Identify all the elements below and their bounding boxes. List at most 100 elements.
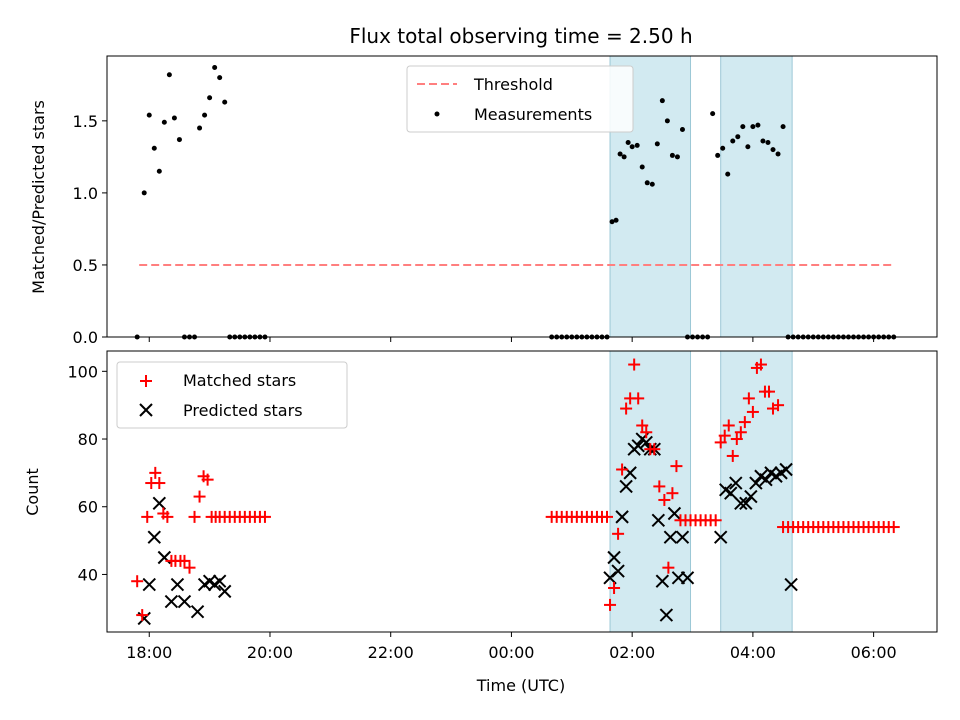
x-tick-label: 22:00 [368,643,414,662]
matched-point [722,419,735,432]
matched-point [662,561,675,574]
predicted-point [667,506,682,521]
measurement-point [780,124,786,130]
matched-point [746,405,759,418]
measurement-point [166,72,172,78]
top-y-axis: 0.0 0.5 1.0 1.5 [73,112,107,347]
measurement-point [141,190,147,196]
matched-point [738,416,751,429]
legend-measurements-label: Measurements [474,105,592,124]
predicted-point [152,496,167,511]
predicted-point [619,479,633,494]
measurement-point [644,180,650,186]
bottom-matched-series [131,358,900,622]
predicted-point [779,462,793,477]
matched-point [714,436,727,449]
matched-point [666,487,679,500]
matched-point [616,463,629,476]
predicted-point [607,550,621,565]
x-tick-label: 18:00 [126,643,172,662]
legend-matched-swatch [140,375,152,387]
matched-point [131,575,144,588]
predicted-point [734,496,748,511]
predicted-point [170,577,185,592]
y-tick-label: 40 [78,565,98,584]
predicted-point [147,530,161,544]
measurement-point [629,144,635,150]
predicted-point [655,574,670,588]
measurement-point [710,111,716,117]
top-x-axis [148,337,875,342]
matched-point [640,426,653,439]
matched-point [604,598,617,611]
measurement-point [715,152,721,158]
matched-point [742,392,755,405]
matched-point [709,514,722,527]
bottom-plot-frame [106,350,938,633]
predicted-point [631,439,645,453]
bottom-legend-box [116,361,348,429]
bottom-y-axis: 40 60 80 100 [67,362,107,584]
shaded-interval [720,55,793,338]
legend-predicted-swatch [139,403,153,417]
measurement-point [735,134,741,140]
y-tick-label: 1.5 [73,112,98,131]
legend-measurements-swatch [434,111,440,117]
measurement-point [760,138,766,144]
measurement-point [634,142,640,148]
measurement-point [151,145,157,151]
matched-point [161,510,174,523]
chart-title: Flux total observing time = 2.50 h [349,24,692,48]
predicted-point [729,476,743,490]
y-tick-label: 0.5 [73,256,98,275]
measurement-point [617,151,623,157]
top-plot-frame [106,55,938,338]
measurement-point [161,119,167,125]
matched-point [178,554,191,567]
measurement-point [725,171,731,177]
measurement-point [770,147,776,153]
predicted-point [739,496,753,511]
top-y-axis-label: Matched/Predicted stars [29,100,48,294]
y-tick-label: 0.0 [73,328,98,347]
y-tick-label: 1.0 [73,184,98,203]
measurement-point [679,126,685,132]
matched-point [670,460,683,473]
matched-point [612,527,625,540]
bottom-x-axis: 18:00 20:00 22:00 00:00 02:00 04:00 06:00 [126,632,897,662]
y-tick-label: 100 [67,362,98,381]
bottom-predicted-series [137,432,798,626]
measurement-point [740,124,746,130]
measurement-point [649,181,655,187]
predicted-point [177,594,192,609]
predicted-point [680,571,695,585]
matched-point [653,480,666,493]
matched-point [762,385,775,398]
legend-matched-label: Matched stars [183,371,296,390]
predicted-point [713,530,728,544]
measurement-point [212,65,218,71]
bottom-legend: Matched stars Predicted stars [116,361,348,429]
measurement-point [621,154,627,160]
predicted-point [663,530,678,544]
predicted-point [784,577,798,592]
measurement-point [669,152,675,158]
legend-predicted-label: Predicted stars [183,401,303,420]
predicted-point [675,530,690,544]
matched-point [887,521,900,534]
matched-point [636,419,649,432]
measurement-point [720,145,726,151]
top-measurements-series [134,65,897,340]
x-tick-label: 00:00 [488,643,534,662]
x-tick-label: 02:00 [609,643,655,662]
matched-point [718,429,731,442]
matched-point [601,510,614,523]
measurement-point [613,217,619,223]
measurement-point [755,122,761,128]
y-tick-label: 60 [78,498,98,517]
matched-point [730,433,743,446]
matched-point [648,443,661,456]
matched-point [772,399,785,412]
measurement-point [171,115,177,121]
matched-point [608,581,621,594]
